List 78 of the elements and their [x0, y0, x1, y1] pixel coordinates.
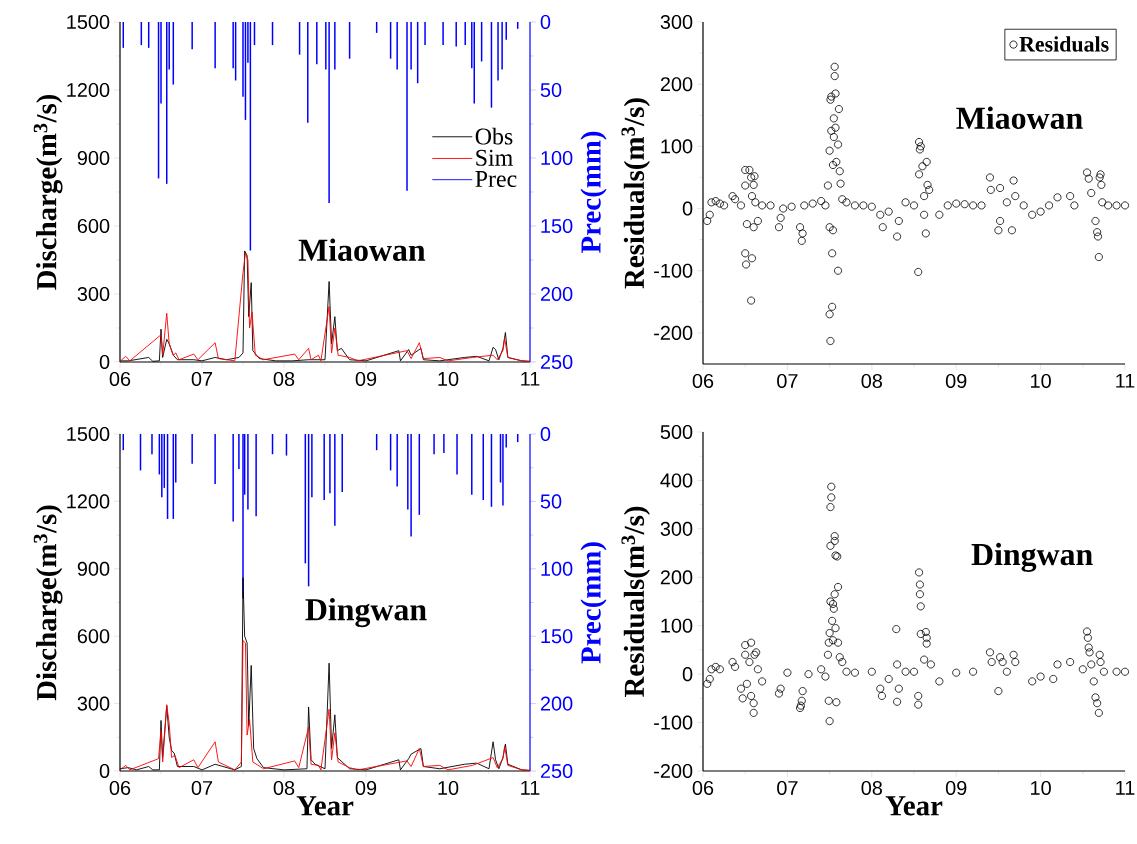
x-tick-label: 11 — [1116, 780, 1135, 795]
y-tick-label: -100 — [654, 715, 693, 730]
y2-tick-label: 150 — [541, 629, 573, 644]
x-tick-label: 08 — [273, 780, 295, 796]
y-tick-label: 1500 — [67, 14, 110, 30]
y2-axis-title: Prec(mm) — [580, 542, 607, 664]
y-axis-title: Residuals(m$^{3}$/s) — [621, 506, 650, 697]
y-tick-label: 900 — [77, 561, 110, 576]
x-tick-label: 10 — [438, 371, 459, 387]
y2-tick-label: 0 — [540, 426, 551, 442]
y-tick-label: 600 — [77, 218, 110, 234]
legend-label: Obs — [475, 127, 513, 145]
y-tick-label: 900 — [77, 150, 110, 166]
y-tick-label: 100 — [661, 618, 693, 633]
y-tick-label: 300 — [660, 521, 693, 536]
y-tick-label: 1200 — [67, 494, 110, 509]
x-tick-label: 08 — [861, 373, 883, 389]
annotation: Miaowan — [298, 238, 426, 262]
y-tick-label: 1500 — [67, 426, 110, 442]
y-tick-label: 0 — [682, 201, 693, 216]
y-tick-label: -100 — [654, 263, 693, 278]
y-tick-label: -200 — [654, 325, 693, 340]
x-tick-label: 06 — [692, 373, 714, 389]
x-tick-label: 07 — [191, 371, 213, 387]
x-tick-label: 08 — [861, 780, 883, 796]
x-axis-title: Year — [885, 796, 943, 816]
y2-axis-title: Prec(mm) — [580, 131, 607, 253]
legend-label: Residuals — [1019, 36, 1109, 52]
y2-tick-label: 150 — [541, 218, 573, 234]
annotation: Dingwan — [971, 542, 1093, 572]
x-tick-label: 07 — [777, 373, 798, 389]
annotation: Miaowan — [956, 106, 1083, 129]
x-tick-label: 09 — [945, 373, 967, 389]
x-tick-label: 09 — [945, 780, 967, 796]
y-tick-label: 1200 — [67, 82, 110, 98]
y-tick-label: -200 — [654, 763, 693, 779]
y2-tick-label: 50 — [540, 82, 562, 98]
x-tick-label: 10 — [438, 780, 459, 796]
legend-label: Prec — [475, 171, 517, 187]
y2-tick-label: 250 — [540, 763, 573, 779]
y-tick-label: 100 — [661, 139, 693, 154]
x-tick-label: 06 — [109, 371, 131, 387]
y2-tick-label: 50 — [540, 494, 562, 509]
y-tick-label: 200 — [660, 570, 693, 585]
annotation: Dingwan — [305, 598, 427, 628]
x-tick-label: 10 — [1031, 780, 1051, 796]
y-axis-title: Discharge(m$^{3}$/s) — [33, 505, 63, 701]
x-tick-label: 08 — [273, 371, 295, 387]
x-tick-label: 06 — [109, 780, 131, 796]
y-tick-label: 200 — [660, 77, 693, 92]
x-tick-label: 07 — [191, 780, 213, 796]
x-tick-label: 07 — [777, 780, 798, 796]
y-tick-label: 500 — [660, 424, 693, 440]
y2-tick-label: 100 — [541, 561, 573, 576]
y-axis-title: Discharge(m$^{3}$/s) — [33, 94, 63, 290]
x-tick-label: 10 — [1031, 373, 1051, 389]
y2-tick-label: 100 — [541, 150, 573, 166]
y-tick-label: 0 — [99, 763, 110, 779]
x-tick-label: 11 — [521, 371, 540, 386]
y-axis-title: Residuals(m$^{3}$/s) — [621, 98, 650, 289]
x-tick-label: 11 — [1116, 373, 1135, 388]
x-tick-label: 09 — [355, 780, 377, 796]
y-tick-label: 0 — [682, 667, 693, 682]
x-tick-label: 09 — [355, 371, 377, 387]
x-axis-title: Year — [296, 796, 354, 816]
y2-tick-label: 200 — [540, 696, 573, 711]
y-tick-label: 400 — [660, 473, 693, 488]
y-tick-label: 300 — [77, 696, 110, 711]
y2-tick-label: 0 — [540, 14, 551, 30]
y2-tick-label: 250 — [540, 354, 573, 370]
y-tick-label: 600 — [77, 629, 110, 644]
legend-label: Sim — [476, 149, 513, 166]
y-tick-label: 300 — [660, 14, 693, 30]
x-tick-label: 06 — [692, 780, 714, 796]
x-tick-label: 11 — [521, 780, 540, 795]
y2-tick-label: 200 — [540, 286, 573, 302]
y-tick-label: 300 — [77, 286, 110, 302]
y-tick-label: 0 — [99, 354, 110, 370]
